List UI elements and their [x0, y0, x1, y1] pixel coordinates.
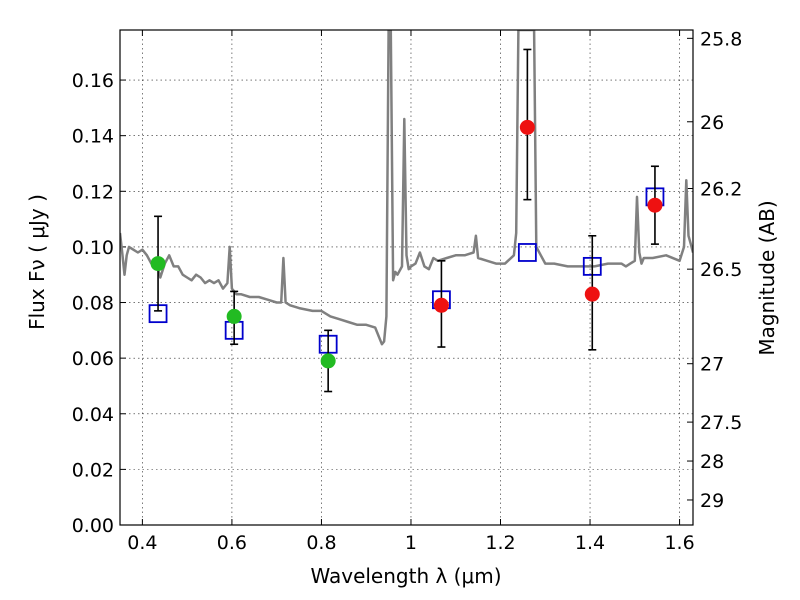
right-axis-ticks: 25.8 26 26.2 26.5 27 27.5 28 29: [687, 28, 742, 512]
series-line: [120, 30, 693, 346]
x-tick-label: 1: [405, 532, 417, 554]
right-tick-label: 27: [700, 354, 724, 376]
series-circle: [150, 215, 336, 393]
x-tick-label: 1.2: [485, 532, 515, 554]
right-tick-label: 26.2: [700, 179, 742, 201]
y-axis-ticks: 0.00 0.02 0.04 0.06 0.08 0.10 0.12 0.14 0.16: [72, 70, 126, 537]
x-tick-label: 0.6: [217, 532, 247, 554]
observed-point: [647, 197, 663, 213]
y-axis-label: Flux Fν ( μJy ): [25, 194, 49, 330]
y-tick-label: 0.06: [72, 348, 114, 370]
x-tick-label: 0.4: [127, 532, 157, 554]
y-tick-label: 0.00: [72, 515, 114, 537]
plot-frame: [119, 29, 694, 526]
spectrum-line: [120, 30, 693, 346]
right-axis-label: Magnitude (AB): [755, 200, 779, 355]
right-tick-label: 29: [700, 490, 724, 512]
observed-point: [150, 256, 166, 272]
data-series: [120, 30, 693, 393]
observed-point: [433, 297, 449, 313]
x-tick-label: 1.4: [575, 532, 605, 554]
observed-point: [519, 119, 535, 135]
x-axis-label: Wavelength λ (μm): [310, 564, 501, 588]
observed-point: [584, 286, 600, 302]
y-tick-label: 0.08: [72, 293, 114, 315]
right-tick-label: 26.5: [700, 259, 742, 281]
observed-point: [226, 308, 242, 324]
x-axis-ticks: 0.4 0.6 0.8 1 1.2 1.4 1.6: [127, 30, 695, 554]
right-tick-label: 26: [700, 112, 724, 134]
y-tick-label: 0.14: [72, 126, 114, 148]
y-tick-label: 0.10: [72, 237, 114, 259]
model-square-point: [517, 243, 537, 262]
right-tick-label: 27.5: [700, 412, 742, 434]
x-tick-label: 0.8: [306, 532, 336, 554]
observed-point: [320, 353, 336, 369]
right-tick-label: 28: [700, 451, 724, 473]
y-tick-label: 0.16: [72, 70, 114, 92]
right-tick-label: 25.8: [700, 28, 742, 50]
grid: [120, 30, 693, 525]
x-tick-label: 1.6: [664, 532, 694, 554]
y-tick-label: 0.12: [72, 181, 114, 203]
y-tick-label: 0.02: [72, 459, 114, 481]
series-circle: [433, 48, 663, 351]
y-tick-label: 0.04: [72, 404, 114, 426]
